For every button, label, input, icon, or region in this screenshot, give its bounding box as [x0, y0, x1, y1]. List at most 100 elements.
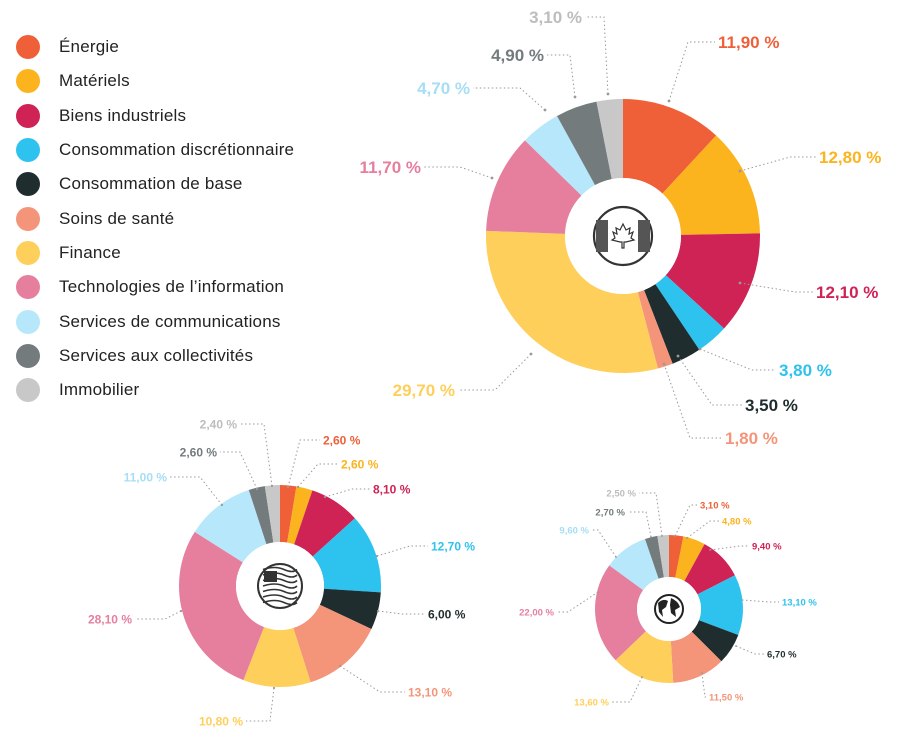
- legend-swatch: [16, 378, 40, 403]
- value-label: 3,80 %: [779, 361, 832, 380]
- legend-swatch: [16, 343, 40, 368]
- leader-line: [424, 166, 493, 179]
- donut-slice: [670, 631, 722, 683]
- value-label: 11,00 %: [124, 470, 168, 484]
- legend-label: Soins de santé: [59, 208, 175, 228]
- value-label: 10,80 %: [199, 714, 243, 728]
- leader-line: [741, 599, 779, 603]
- leader-line: [135, 610, 182, 620]
- donut-slice: [243, 627, 311, 687]
- flag-stripe: [262, 566, 298, 573]
- flag-band: [638, 220, 650, 252]
- leader-dot: [735, 645, 737, 647]
- legend-item-soins-de-sante: Soins de santé: [16, 201, 294, 235]
- leader-line: [324, 488, 370, 498]
- leader-dot: [376, 609, 380, 613]
- donut-slice: [615, 631, 674, 683]
- leader-line: [677, 355, 742, 406]
- leader-dot: [573, 95, 577, 99]
- leader-dot: [676, 354, 680, 358]
- leader-dot: [738, 281, 742, 285]
- leader-line: [557, 591, 599, 613]
- usa-flag-icon: [257, 563, 303, 609]
- leader-line: [709, 545, 749, 551]
- leader-line: [735, 645, 764, 655]
- legend-label: Immobilier: [59, 380, 140, 400]
- donut-slice: [294, 490, 355, 557]
- donut-slice: [179, 531, 265, 681]
- donut-slice: [280, 485, 297, 543]
- leader-dot: [338, 664, 342, 668]
- donut-slice: [644, 284, 700, 364]
- value-label: 4,90 %: [491, 46, 544, 65]
- legend-item-materiels: Matériels: [16, 64, 294, 98]
- value-label: 11,90 %: [718, 33, 779, 52]
- leader-dot: [661, 535, 663, 537]
- donut-slice: [319, 588, 381, 630]
- leader-line: [674, 504, 697, 537]
- leader-dot: [698, 347, 702, 351]
- legend-swatch: [16, 69, 40, 94]
- donut-slice: [596, 99, 623, 180]
- leader-line: [699, 348, 776, 371]
- flag-band: [596, 220, 608, 252]
- legend-label: Biens industriels: [59, 105, 187, 125]
- leader-dot: [686, 537, 688, 539]
- leader-line: [585, 16, 609, 95]
- leader-dot: [296, 485, 300, 489]
- value-label: 12,70 %: [431, 539, 475, 553]
- leader-line: [686, 520, 719, 539]
- leader-line: [701, 672, 706, 698]
- legend-item-finance: Finance: [16, 236, 294, 270]
- legend-item-consommation-de-base: Consommation de base: [16, 167, 294, 201]
- value-label: 12,10 %: [816, 283, 878, 302]
- donut-slice: [655, 275, 725, 350]
- leader-dot: [606, 92, 610, 96]
- leader-dot: [650, 536, 652, 538]
- legend-swatch: [16, 138, 40, 163]
- donut-slice: [665, 233, 760, 329]
- value-label: 22,00 %: [519, 607, 554, 618]
- value-label: 2,70 %: [595, 507, 625, 518]
- donut-slice: [669, 535, 684, 578]
- leader-line: [297, 463, 338, 488]
- value-label: 2,50 %: [606, 488, 636, 499]
- leader-line: [287, 439, 320, 488]
- value-label: 2,40 %: [200, 417, 238, 431]
- leader-dot: [286, 485, 290, 489]
- continent: [670, 598, 680, 617]
- value-label: 12,80 %: [819, 148, 881, 167]
- value-label: 2,60 %: [341, 457, 379, 471]
- leader-dot: [179, 609, 183, 613]
- donut-slice: [662, 135, 760, 235]
- leader-dot: [270, 484, 274, 488]
- leader-dot: [701, 672, 703, 674]
- leader-dot: [543, 108, 547, 112]
- legend-swatch: [16, 309, 40, 334]
- value-label: 11,50 %: [709, 692, 744, 703]
- leader-dot: [709, 549, 711, 551]
- leader-line: [739, 156, 816, 172]
- leader-line: [639, 492, 663, 537]
- leader-line: [628, 511, 652, 538]
- donut-slice: [595, 565, 646, 661]
- continent: [658, 599, 668, 617]
- legend-swatch: [16, 275, 40, 300]
- leader-dot: [738, 169, 742, 173]
- leader-dot: [615, 556, 617, 558]
- donut-slice: [486, 140, 582, 234]
- legend: Énergie Matériels Biens industriels Cons…: [16, 30, 294, 407]
- donut-slice: [287, 486, 313, 545]
- leader-line: [220, 451, 258, 490]
- value-label: 9,40 %: [752, 541, 782, 552]
- flag-canton: [264, 571, 277, 582]
- legend-label: Services aux collectivités: [59, 345, 254, 365]
- leader-dot: [667, 99, 671, 103]
- donut-slice: [248, 486, 274, 545]
- legend-swatch: [16, 206, 40, 231]
- legend-label: Consommation discrétionnaire: [59, 140, 295, 160]
- leader-line: [668, 41, 715, 102]
- leader-line: [458, 353, 532, 391]
- leader-line: [376, 545, 428, 557]
- leader-line: [473, 87, 546, 111]
